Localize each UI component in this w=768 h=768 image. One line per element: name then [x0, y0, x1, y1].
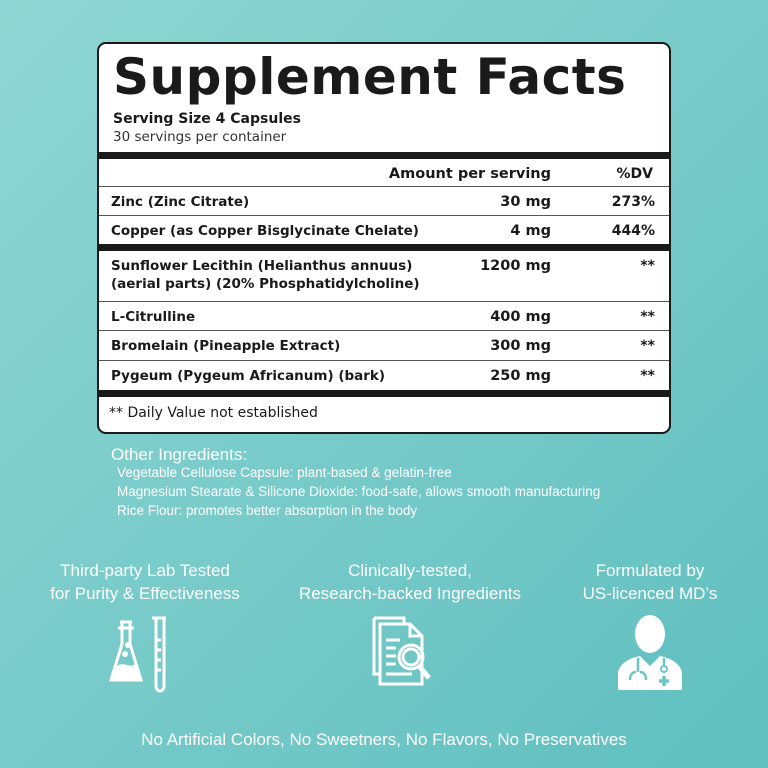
table-header: Amount per serving %DV	[99, 159, 669, 187]
nutrient-amount: 4 mg	[510, 223, 551, 239]
divider	[99, 152, 669, 159]
lab-flask-icon	[108, 616, 166, 693]
feature-line: Clinically-tested,	[348, 561, 472, 580]
nutrient-amount: 250 mg	[490, 368, 551, 384]
servings-per-container: 30 servings per container	[113, 129, 287, 145]
feature-line: Third-party Lab Tested	[60, 561, 230, 580]
dv-header: %DV	[616, 166, 653, 182]
feature-line: US-licenced MD’s	[582, 584, 718, 603]
nutrient-dv: **	[640, 309, 655, 325]
nutrient-name: Pygeum (Pygeum Africanum) (bark)	[111, 368, 386, 384]
feature-clinically-tested: Clinically-tested, Research-backed Ingred…	[290, 559, 530, 605]
feature-lab-tested: Third-party Lab Tested for Purity & Effec…	[25, 559, 265, 605]
divider	[99, 390, 669, 397]
feature-line: Research-backed Ingredients	[298, 584, 522, 603]
supplement-facts-panel: Supplement Facts Serving Size 4 Capsules…	[97, 42, 671, 434]
nutrient-amount: 400 mg	[490, 309, 551, 325]
nutrient-amount: 300 mg	[490, 338, 551, 354]
table-row: Bromelain (Pineapple Extract) 300 mg **	[99, 331, 669, 361]
name-line-2: (aerial parts) (20% Phosphatidylcholine)	[111, 276, 420, 292]
serving-size: Serving Size 4 Capsules	[113, 111, 301, 127]
nutrient-name: L-Citrulline	[111, 309, 196, 325]
table-row: Sunflower Lecithin (Helianthus annuus) (a…	[99, 251, 669, 302]
table-row: Zinc (Zinc Citrate) 30 mg 273%	[99, 187, 669, 216]
feature-formulated-by-md: Formulated by US-licenced MD’s	[530, 559, 768, 605]
nutrient-amount: 1200 mg	[480, 258, 551, 274]
table-row: Copper (as Copper Bisglycinate Chelate) …	[99, 216, 669, 245]
nutrient-dv: 273%	[611, 194, 655, 210]
feature-line: Formulated by	[595, 561, 705, 580]
name-line-1: Sunflower Lecithin (Helianthus annuus)	[111, 258, 413, 274]
panel-title: Supplement Facts	[113, 48, 627, 106]
other-ingredient: Magnesium Stearate & Silicone Dioxide: f…	[117, 484, 601, 499]
doctor-icon	[618, 615, 682, 690]
nutrient-dv: 444%	[611, 223, 655, 239]
feature-line: for Purity & Effectiveness	[50, 584, 240, 603]
nutrient-amount: 30 mg	[500, 194, 551, 210]
nutrient-name: Copper (as Copper Bisglycinate Chelate)	[111, 223, 419, 239]
nutrient-dv: **	[640, 368, 655, 384]
other-ingredient: Rice Flour: promotes better absorption i…	[117, 503, 418, 518]
table-row: Pygeum (Pygeum Africanum) (bark) 250 mg …	[99, 361, 669, 391]
bottom-claims: No Artificial Colors, No Sweetners, No F…	[141, 730, 627, 749]
footnote: ** Daily Value not established	[109, 405, 318, 421]
nutrient-name: Zinc (Zinc Citrate)	[111, 194, 250, 210]
nutrient-name: Sunflower Lecithin (Helianthus annuus) (a…	[111, 257, 420, 293]
other-ingredient: Vegetable Cellulose Capsule: plant-based…	[117, 465, 452, 480]
nutrient-name: Bromelain (Pineapple Extract)	[111, 338, 341, 354]
table-row: L-Citrulline 400 mg **	[99, 302, 669, 331]
divider	[99, 244, 669, 251]
document-search-icon	[372, 616, 431, 686]
other-ingredients-title: Other Ingredients:	[111, 445, 248, 464]
nutrient-dv: **	[640, 338, 655, 354]
nutrient-dv: **	[640, 258, 655, 274]
amount-header: Amount per serving	[388, 166, 551, 182]
